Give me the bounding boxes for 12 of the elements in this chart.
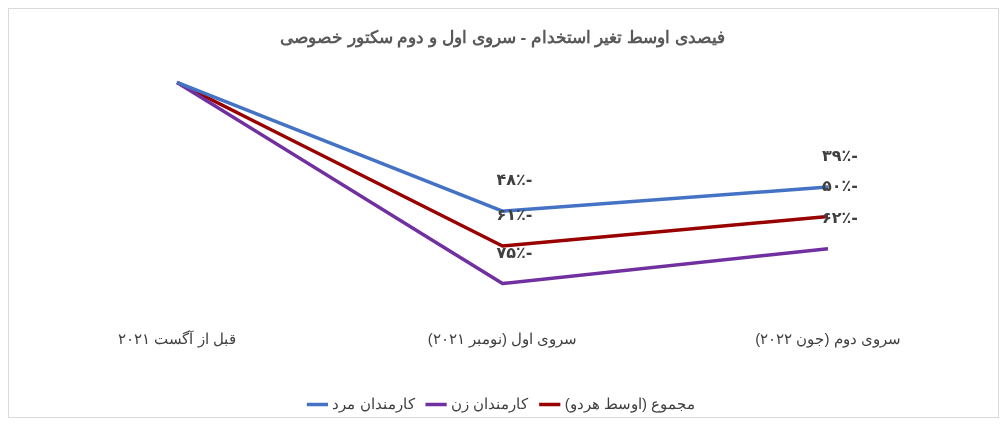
x-tick-label: قبل از آگست ۲۰۲۱ [118, 330, 236, 349]
data-label: -۴۸٪ [496, 170, 533, 190]
legend-label: کارمندان مرد [332, 394, 416, 413]
data-label: -۷۵٪ [496, 242, 533, 262]
data-label: -۵۰٪ [822, 175, 858, 195]
data-label: -۶۲٪ [822, 207, 858, 227]
data-label: -۳۹٪ [822, 146, 858, 166]
legend-label: کارمندان زن [451, 394, 530, 413]
x-tick-label: سروی دوم (جون ۲۰۲۲) [755, 330, 901, 349]
chart-title: فیصدی اوسط تغیر استخدام - سروی اول و دوم سکتور خصوصی [280, 27, 725, 48]
x-tick-label: سروی اول (نومبر ۲۰۲۱) [427, 330, 578, 349]
legend-label: مجموع (اوسط هردو) [564, 394, 696, 413]
